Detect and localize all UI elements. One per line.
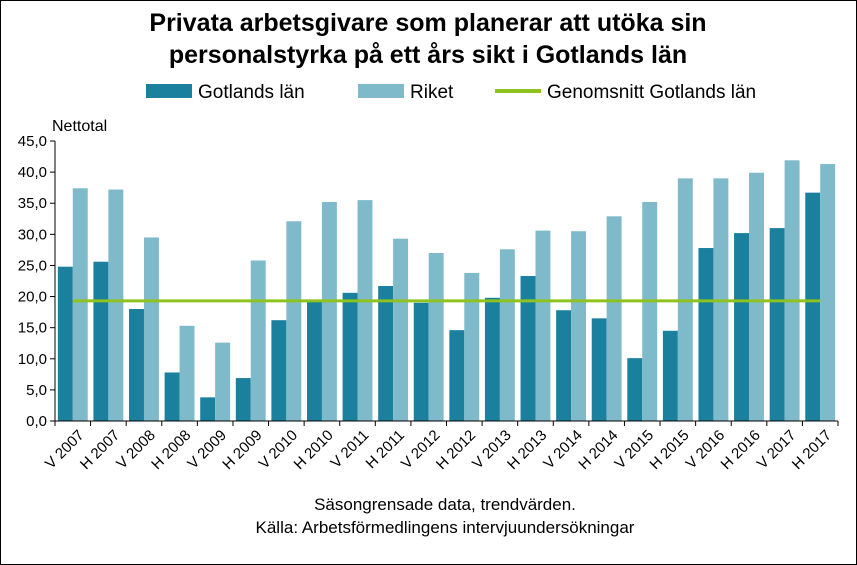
legend-label-average: Genomsnitt Gotlands län — [547, 82, 756, 103]
bar-riket — [286, 221, 302, 421]
bar-riket — [143, 237, 159, 421]
bar-riket — [108, 189, 124, 421]
legend-swatch-gotland — [146, 84, 192, 98]
bar-gotland — [93, 261, 109, 421]
bar-gotland — [378, 285, 394, 421]
y-axis-label: Nettotal — [52, 118, 107, 135]
bar-gotland — [271, 320, 287, 421]
bar-gotland — [627, 358, 643, 421]
bar-riket — [784, 160, 800, 422]
bar-gotland — [734, 233, 750, 421]
y-tick-label: 30,0 — [18, 226, 47, 243]
y-tick-label: 25,0 — [18, 257, 47, 274]
bar-riket — [749, 172, 764, 421]
bar-riket — [357, 200, 373, 421]
y-axis: 0,0 5,0 10,0 15,0 20,0 25,0 30,0 35,0 40,0 45,0 — [18, 133, 55, 430]
bar-riket — [535, 230, 551, 421]
note-seasonal: Säsongrensade data, trendvärden. — [314, 495, 576, 514]
x-tick-label: H 2007 — [77, 427, 123, 473]
bar-riket — [642, 201, 658, 421]
bar-riket — [321, 201, 337, 421]
x-tick-label: H 2012 — [433, 427, 479, 473]
bar-gotland — [556, 310, 572, 421]
bar-gotland — [164, 372, 180, 421]
bar-riket — [820, 164, 836, 421]
bar-gotland — [129, 309, 144, 421]
y-tick-label: 15,0 — [18, 320, 47, 337]
bar-riket — [499, 249, 515, 421]
legend-label-riket: Riket — [410, 82, 454, 103]
bars — [57, 160, 836, 422]
x-tick-label: H 2011 — [362, 427, 407, 472]
bar-riket — [606, 216, 622, 421]
note-source: Källa: Arbetsförmedlingens intervjuunder… — [256, 518, 635, 537]
bar-gotland — [413, 302, 429, 421]
y-tick-label: 0,0 — [26, 413, 47, 430]
bar-gotland — [769, 228, 785, 421]
y-tick-label: 5,0 — [26, 382, 47, 399]
legend-label-gotland: Gotlands län — [198, 82, 305, 103]
x-tick-label: H 2013 — [504, 427, 550, 473]
bar-gotland — [698, 248, 714, 421]
x-tick-label: H 2017 — [789, 427, 835, 473]
bar-gotland — [591, 318, 607, 421]
x-tick-label: H 2009 — [219, 427, 265, 473]
bar-gotland — [342, 292, 358, 421]
bar-riket — [464, 272, 480, 421]
bar-riket — [428, 253, 444, 421]
y-tick-label: 20,0 — [18, 289, 47, 306]
x-tick-label: H 2016 — [718, 427, 764, 473]
y-tick-label: 10,0 — [18, 351, 47, 368]
bar-gotland — [306, 301, 322, 421]
bar-riket — [179, 325, 195, 421]
bar-gotland — [449, 330, 465, 421]
bar-riket — [215, 342, 231, 421]
bar-gotland — [484, 297, 500, 421]
chart-title-line-1: Privata arbetsgivare som planerar att ut… — [149, 9, 706, 37]
bar-gotland — [235, 378, 251, 421]
x-tick-label: H 2010 — [291, 427, 337, 473]
bar-gotland — [805, 192, 821, 421]
bar-gotland — [57, 266, 73, 421]
legend: Gotlands län Riket Genomsnitt Gotlands l… — [146, 82, 756, 103]
x-tick-label: H 2014 — [575, 427, 621, 473]
bar-gotland — [520, 276, 536, 421]
bar-riket — [571, 231, 587, 421]
y-tick-label: 35,0 — [18, 195, 47, 212]
bar-gotland — [662, 330, 678, 421]
bar-riket — [250, 260, 266, 421]
x-tick-label: V 2011 — [327, 427, 372, 472]
bar-riket — [72, 188, 88, 421]
legend-swatch-riket — [358, 84, 404, 98]
y-tick-label: 45,0 — [18, 133, 47, 150]
x-tick-label: H 2008 — [148, 427, 194, 473]
bar-gotland — [200, 397, 216, 421]
chart-title-line-2: personalstyrka på ett års sikt i Gotland… — [169, 41, 687, 69]
x-tick-label: H 2015 — [646, 427, 692, 473]
y-tick-label: 40,0 — [18, 164, 47, 181]
bar-riket — [393, 238, 409, 421]
